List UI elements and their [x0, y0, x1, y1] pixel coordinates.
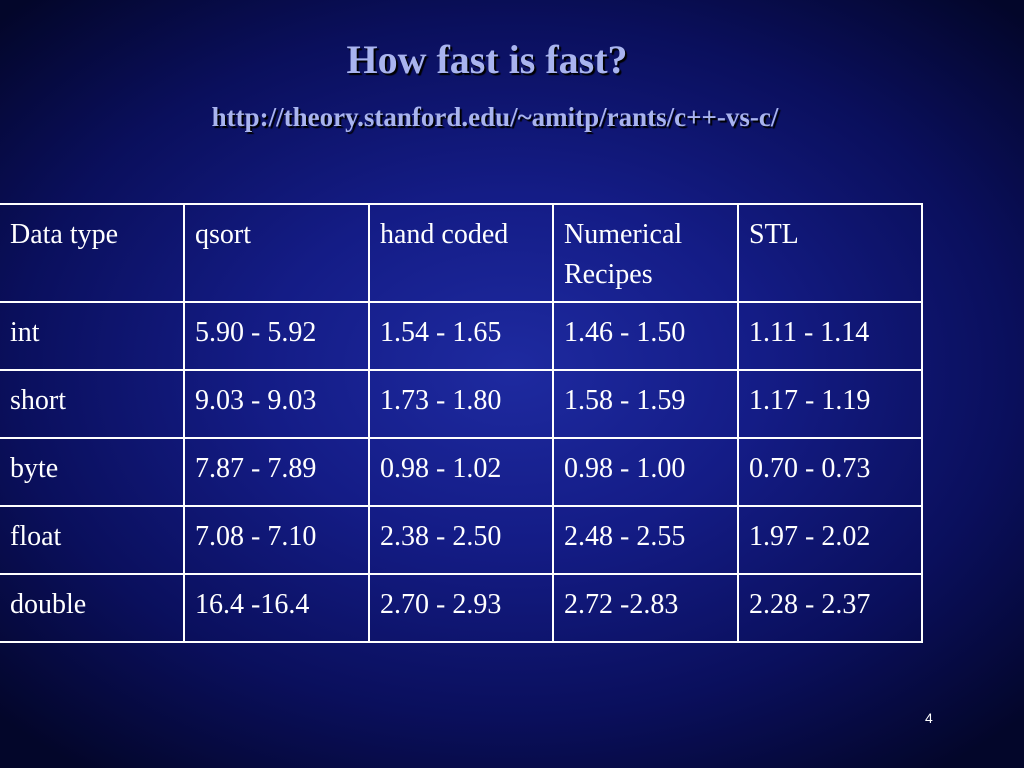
table-cell: 2.48 - 2.55: [552, 505, 739, 575]
table-cell: 1.11 - 1.14: [737, 301, 923, 371]
table-cell: 9.03 - 9.03: [183, 369, 370, 439]
table-cell: 1.46 - 1.50: [552, 301, 739, 371]
table-cell: 2.28 - 2.37: [737, 573, 923, 643]
table-header-cell: Data type: [0, 203, 185, 303]
table-cell: double: [0, 573, 185, 643]
table-row: float 7.08 - 7.10 2.38 - 2.50 2.48 - 2.5…: [0, 505, 923, 575]
table-cell: 1.58 - 1.59: [552, 369, 739, 439]
table-cell: float: [0, 505, 185, 575]
table-row: double 16.4 -16.4 2.70 - 2.93 2.72 -2.83…: [0, 573, 923, 643]
table-cell: 2.38 - 2.50: [368, 505, 554, 575]
table-cell: 0.98 - 1.02: [368, 437, 554, 507]
slide-title: How fast is fast?: [346, 37, 628, 82]
table-cell: byte: [0, 437, 185, 507]
table-cell: 0.98 - 1.00: [552, 437, 739, 507]
table-header-cell: STL: [737, 203, 923, 303]
table-row: short 9.03 - 9.03 1.73 - 1.80 1.58 - 1.5…: [0, 369, 923, 439]
table-cell: 1.97 - 2.02: [737, 505, 923, 575]
table-row: byte 7.87 - 7.89 0.98 - 1.02 0.98 - 1.00…: [0, 437, 923, 507]
table-cell: 7.87 - 7.89: [183, 437, 370, 507]
table-cell: 1.54 - 1.65: [368, 301, 554, 371]
table-header-cell: hand coded: [368, 203, 554, 303]
table-header-cell: Numerical Recipes: [552, 203, 739, 303]
table-cell: 1.73 - 1.80: [368, 369, 554, 439]
benchmark-table: Data type qsort hand coded Numerical Rec…: [0, 203, 923, 643]
table-header-cell: qsort: [183, 203, 370, 303]
slide-subtitle-url: http://theory.stanford.edu/~amitp/rants/…: [211, 102, 779, 132]
table-cell: 7.08 - 7.10: [183, 505, 370, 575]
table-cell: 2.72 -2.83: [552, 573, 739, 643]
table-cell: short: [0, 369, 185, 439]
table-cell: 2.70 - 2.93: [368, 573, 554, 643]
table-cell: 5.90 - 5.92: [183, 301, 370, 371]
table-cell: 1.17 - 1.19: [737, 369, 923, 439]
table-row: int 5.90 - 5.92 1.54 - 1.65 1.46 - 1.50 …: [0, 301, 923, 371]
table-cell: 0.70 - 0.73: [737, 437, 923, 507]
table-cell: int: [0, 301, 185, 371]
table-cell: 16.4 -16.4: [183, 573, 370, 643]
page-number: 4: [925, 710, 933, 726]
table-header-row: Data type qsort hand coded Numerical Rec…: [0, 203, 923, 303]
